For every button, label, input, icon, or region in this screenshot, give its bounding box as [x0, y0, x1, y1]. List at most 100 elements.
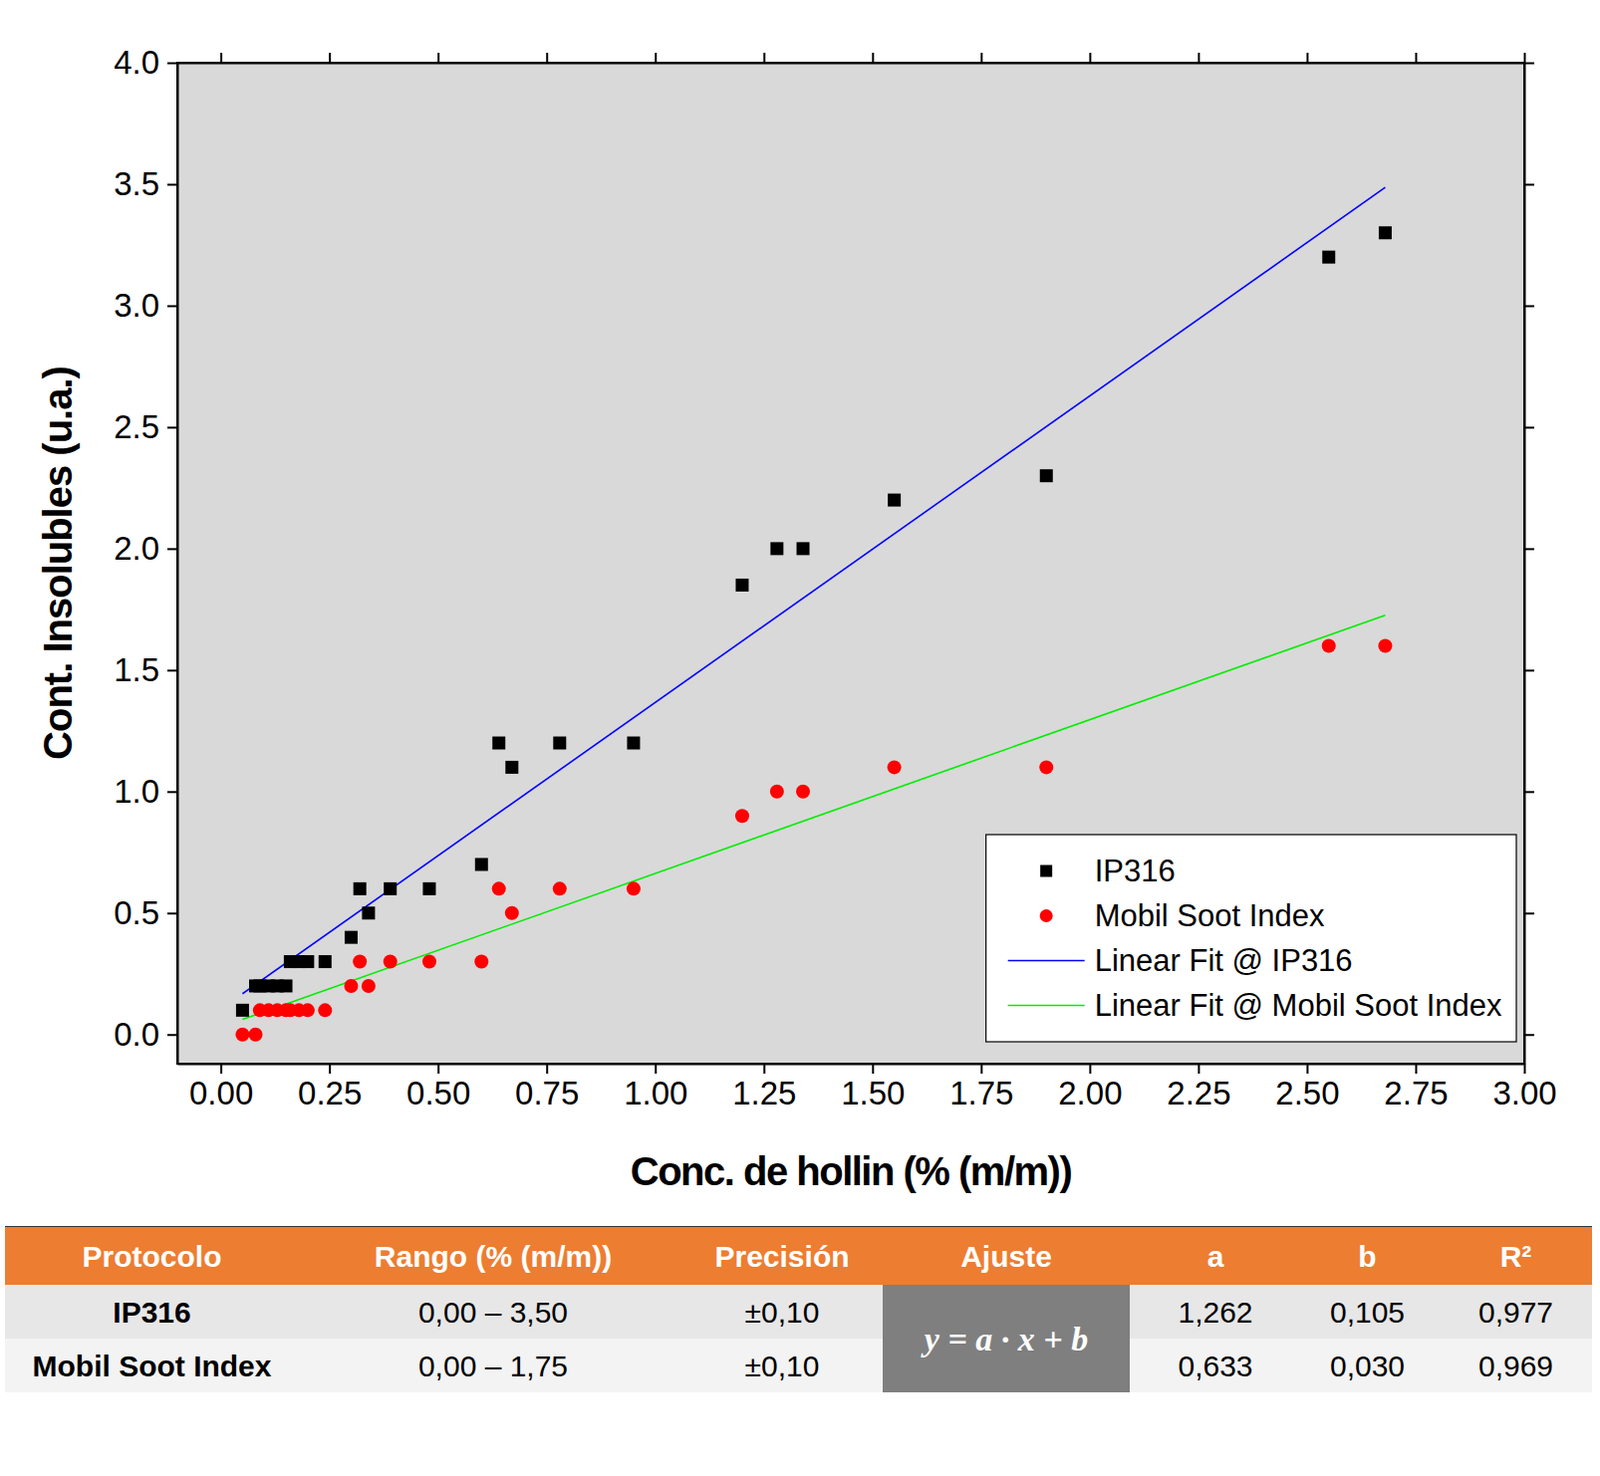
- marks: [235, 187, 1392, 1043]
- table-cell: Mobil Soot Index: [32, 1349, 272, 1383]
- y-axis-right-tick: [1524, 792, 1535, 794]
- table-header: Precisión: [714, 1240, 849, 1274]
- data-point: [353, 882, 367, 896]
- y-axis-tick: 0.0: [113, 1016, 178, 1054]
- x-axis-top-tick-mark: [871, 52, 874, 63]
- x-axis-title: Conc. de hollin (% (m/m)): [630, 1149, 1072, 1194]
- x-axis-tick: 2.25: [1166, 1064, 1231, 1112]
- y-axis-tick: 1.0: [113, 773, 178, 810]
- table-header: R²: [1500, 1240, 1533, 1274]
- y-axis-right-tick: [1524, 1035, 1535, 1037]
- x-axis-tick-label: 1.50: [840, 1074, 905, 1112]
- data-point: [1322, 251, 1335, 265]
- x-axis-top-tick: [1415, 52, 1417, 63]
- x-axis-tick: 1.75: [949, 1064, 1014, 1112]
- data-point: [343, 979, 358, 994]
- data-point: [770, 785, 785, 800]
- y-axis-tick-mark: [167, 547, 178, 550]
- x-axis-tick-label: 0.75: [515, 1074, 579, 1112]
- table-header: Ajuste: [960, 1240, 1053, 1274]
- y-axis-title: Cont. Insolubles (u.a.): [35, 366, 80, 761]
- x-axis-top-tick-mark: [545, 52, 548, 63]
- x-axis-tick-mark: [980, 1064, 983, 1074]
- y-axis-tick-label: 1.5: [113, 651, 160, 689]
- y-axis-tick-mark: [167, 669, 178, 672]
- x-axis-tick-mark: [1306, 1064, 1309, 1074]
- y-axis-tick-label: 0.5: [113, 894, 160, 932]
- y-axis-right-tick-mark: [1524, 304, 1535, 307]
- x-axis-tick: 2.00: [1058, 1064, 1122, 1112]
- x-axis-top-tick-mark: [1197, 52, 1200, 63]
- plot-background: [177, 62, 1525, 1065]
- x-axis-top-tick-mark: [1524, 52, 1527, 63]
- x-axis-tick: 0.25: [297, 1064, 362, 1112]
- x-axis-top-tick: [1089, 52, 1091, 63]
- y-axis-tick-mark: [167, 183, 178, 186]
- data-point: [735, 578, 749, 592]
- data-point: [318, 955, 332, 969]
- x-axis-tick: 3.00: [1492, 1064, 1557, 1112]
- x-axis-top-tick: [1307, 52, 1309, 63]
- x-axis-tick-label: 1.75: [949, 1074, 1014, 1112]
- x-axis-tick: 2.75: [1383, 1064, 1448, 1112]
- data-point: [1322, 638, 1336, 653]
- x-axis-tick: 0.00: [189, 1064, 254, 1112]
- y-axis-tick: 1.5: [113, 651, 178, 689]
- data-point: [300, 1003, 315, 1018]
- x-axis-tick: 1.25: [732, 1064, 797, 1112]
- table-header-bg: [4, 1227, 1593, 1286]
- table-header: b: [1357, 1240, 1376, 1274]
- y-axis-tick-mark: [167, 426, 178, 429]
- y-axis-tick-mark: [167, 304, 178, 307]
- y-axis-tick-label: 2.5: [113, 408, 160, 446]
- x-axis-tick: 1.00: [623, 1064, 688, 1112]
- x-axis-tick-label: 0.25: [297, 1074, 362, 1112]
- legend-swatch: [1008, 1005, 1085, 1008]
- x-axis-tick-label: 1.00: [623, 1074, 688, 1112]
- data-point: [505, 906, 520, 921]
- x-axis-tick-label: 0.00: [189, 1074, 254, 1112]
- x-axis-tick-mark: [328, 1064, 331, 1074]
- data-point: [422, 955, 437, 970]
- table-fit-cell: [882, 1285, 1130, 1393]
- data-point: [474, 955, 489, 970]
- data-point: [422, 882, 436, 896]
- x-axis-tick-mark: [763, 1064, 766, 1074]
- plot-frame: [177, 62, 1525, 1065]
- x-axis-line: [178, 1064, 1526, 1067]
- data-point: [249, 1028, 264, 1043]
- chart: 0.000.250.500.751.001.251.501.752.002.25…: [35, 43, 1558, 1194]
- page: 0.000.250.500.751.001.251.501.752.002.25…: [0, 0, 1600, 1476]
- table-cell: 0,977: [1478, 1296, 1554, 1330]
- x-axis-tick-mark: [220, 1064, 223, 1074]
- x-axis-top-tick: [221, 52, 223, 63]
- y-axis-right-tick: [1524, 427, 1535, 429]
- x-axis-tick-mark: [545, 1064, 548, 1074]
- legend-swatch: [1040, 865, 1053, 878]
- x-axis-top-tick-mark: [1306, 52, 1309, 63]
- legend-label: Mobil Soot Index: [1094, 898, 1326, 934]
- table-header: Rango (% (m/m)): [374, 1240, 612, 1274]
- x-axis-top-tick: [438, 52, 440, 63]
- data-point: [1040, 469, 1054, 483]
- table-cell: 0,030: [1330, 1349, 1405, 1383]
- x-axis-top-tick-mark: [437, 52, 440, 63]
- table-cell: 1,262: [1177, 1296, 1253, 1330]
- table: ProtocoloRango (% (m/m))PrecisiónAjustea…: [4, 1227, 1593, 1393]
- data-point: [492, 881, 507, 896]
- y-axis-right-tick-mark: [1524, 183, 1535, 186]
- y-axis-tick-mark: [167, 62, 178, 65]
- x-axis-top-tick: [764, 52, 766, 63]
- table-cell: 0,00 – 3,50: [418, 1296, 568, 1330]
- x-axis-top-tick: [329, 52, 331, 63]
- y-axis-tick-label: 0.0: [113, 1016, 160, 1054]
- y-axis-right-tick-mark: [1524, 912, 1535, 915]
- y-axis-tick-label: 4.0: [113, 43, 160, 81]
- data-point: [492, 737, 506, 751]
- legend-box: [986, 834, 1517, 1043]
- y-axis-tick-label: 3.5: [113, 165, 160, 203]
- x-axis-tick-label: 2.25: [1166, 1074, 1231, 1112]
- data-point: [235, 1028, 250, 1043]
- table-header: a: [1207, 1240, 1225, 1274]
- table-fit-text: y = a · x + b: [920, 1321, 1088, 1358]
